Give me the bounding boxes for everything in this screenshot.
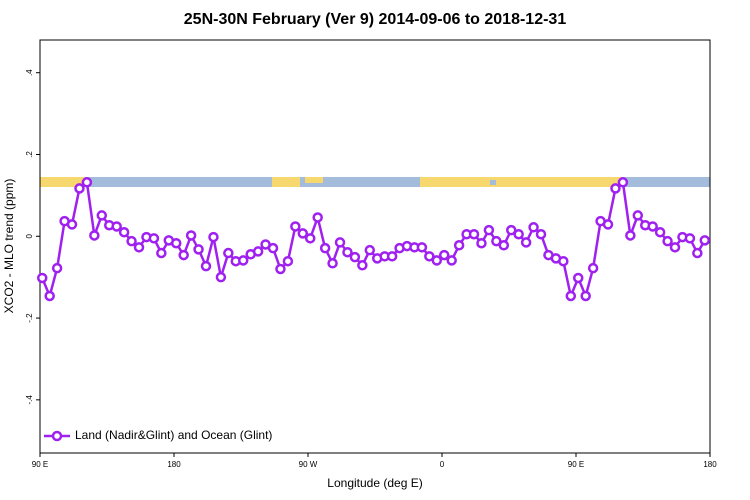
data-point [453,240,465,251]
data-point [424,251,435,262]
data-point [654,226,666,238]
data-point [498,240,510,251]
data-point [513,228,524,240]
y-axis-label: XCO2 - MLO trend (ppm) [2,179,16,314]
y-tick-label: .4 [25,69,34,76]
series-line [41,179,706,301]
data-point [468,228,480,240]
x-tick-label: 90 W [299,460,318,469]
data-point [275,263,286,275]
data-point [334,237,346,248]
data-point [319,242,331,254]
y-tick-label: .2 [25,151,34,158]
data-point [126,235,137,247]
data-point [617,177,629,188]
data-point [74,183,85,194]
data-point [96,210,108,221]
data-point [252,246,264,257]
data-point [290,221,301,232]
data-point [476,237,487,249]
x-tick-label: 180 [703,460,717,469]
data-point [327,258,338,269]
data-point [215,271,227,283]
data-point [416,242,428,253]
x-tick-label: 0 [440,460,445,469]
data-point [669,242,681,253]
data-point [267,242,279,254]
data-point [565,290,577,302]
data-point [185,230,197,241]
land-ocean-strip [40,177,710,187]
data-point [223,247,234,259]
data-point [170,237,182,249]
x-tick-label: 180 [167,460,181,469]
data-point [438,249,450,261]
data-point [156,247,167,259]
data-point [580,290,591,302]
x-tick-label: 90 E [32,460,48,469]
data-point [312,212,323,223]
data-point [178,249,189,261]
data-point [349,251,361,263]
data-point [520,237,532,248]
data-point [51,262,63,274]
data-point [200,260,212,272]
data-point [692,247,703,259]
data-point [491,235,502,247]
data-point [342,246,353,258]
data-point [44,290,55,302]
data-point [662,235,673,247]
data-point [386,251,398,262]
data-point [133,242,145,253]
data-point [483,224,495,236]
x-axis-label: Longitude (deg E) [327,476,422,490]
chart-title: 25N-30N February (Ver 9) 2014-09-06 to 2… [184,11,567,28]
data-point [193,244,204,255]
data-point [505,224,517,236]
data-point [237,255,249,266]
data-point [431,255,443,266]
data-point [572,272,584,284]
data-point [208,231,219,243]
data-point [148,233,160,244]
y-tick-label: -.4 [25,395,34,405]
legend-marker [51,430,63,442]
y-tick-label: -.2 [25,313,34,323]
data-point [364,244,376,256]
x-tick-label: 90 E [568,460,584,469]
data-point [297,228,309,239]
data-point [282,255,294,267]
data-point [446,255,457,266]
data-point [357,260,368,271]
data-point [647,221,658,232]
data-point [36,272,48,284]
data-point [66,219,78,230]
data-point [304,233,316,244]
data-point [610,183,621,194]
data-point [602,219,614,230]
legend-label: Land (Nadir&Glint) and Ocean (Glint) [75,428,272,442]
y-tick-label: 0 [25,234,34,239]
data-point [625,230,636,241]
data-point [528,222,539,233]
data-point [89,230,100,241]
plot-frame [39,39,711,454]
data-point [699,235,711,246]
data-point [684,233,696,244]
data-point [81,177,93,188]
data-point [558,255,569,267]
data-point [111,221,122,232]
data-point [587,262,599,274]
data-point [535,228,547,240]
data-point [632,210,644,221]
data-point [118,226,130,238]
